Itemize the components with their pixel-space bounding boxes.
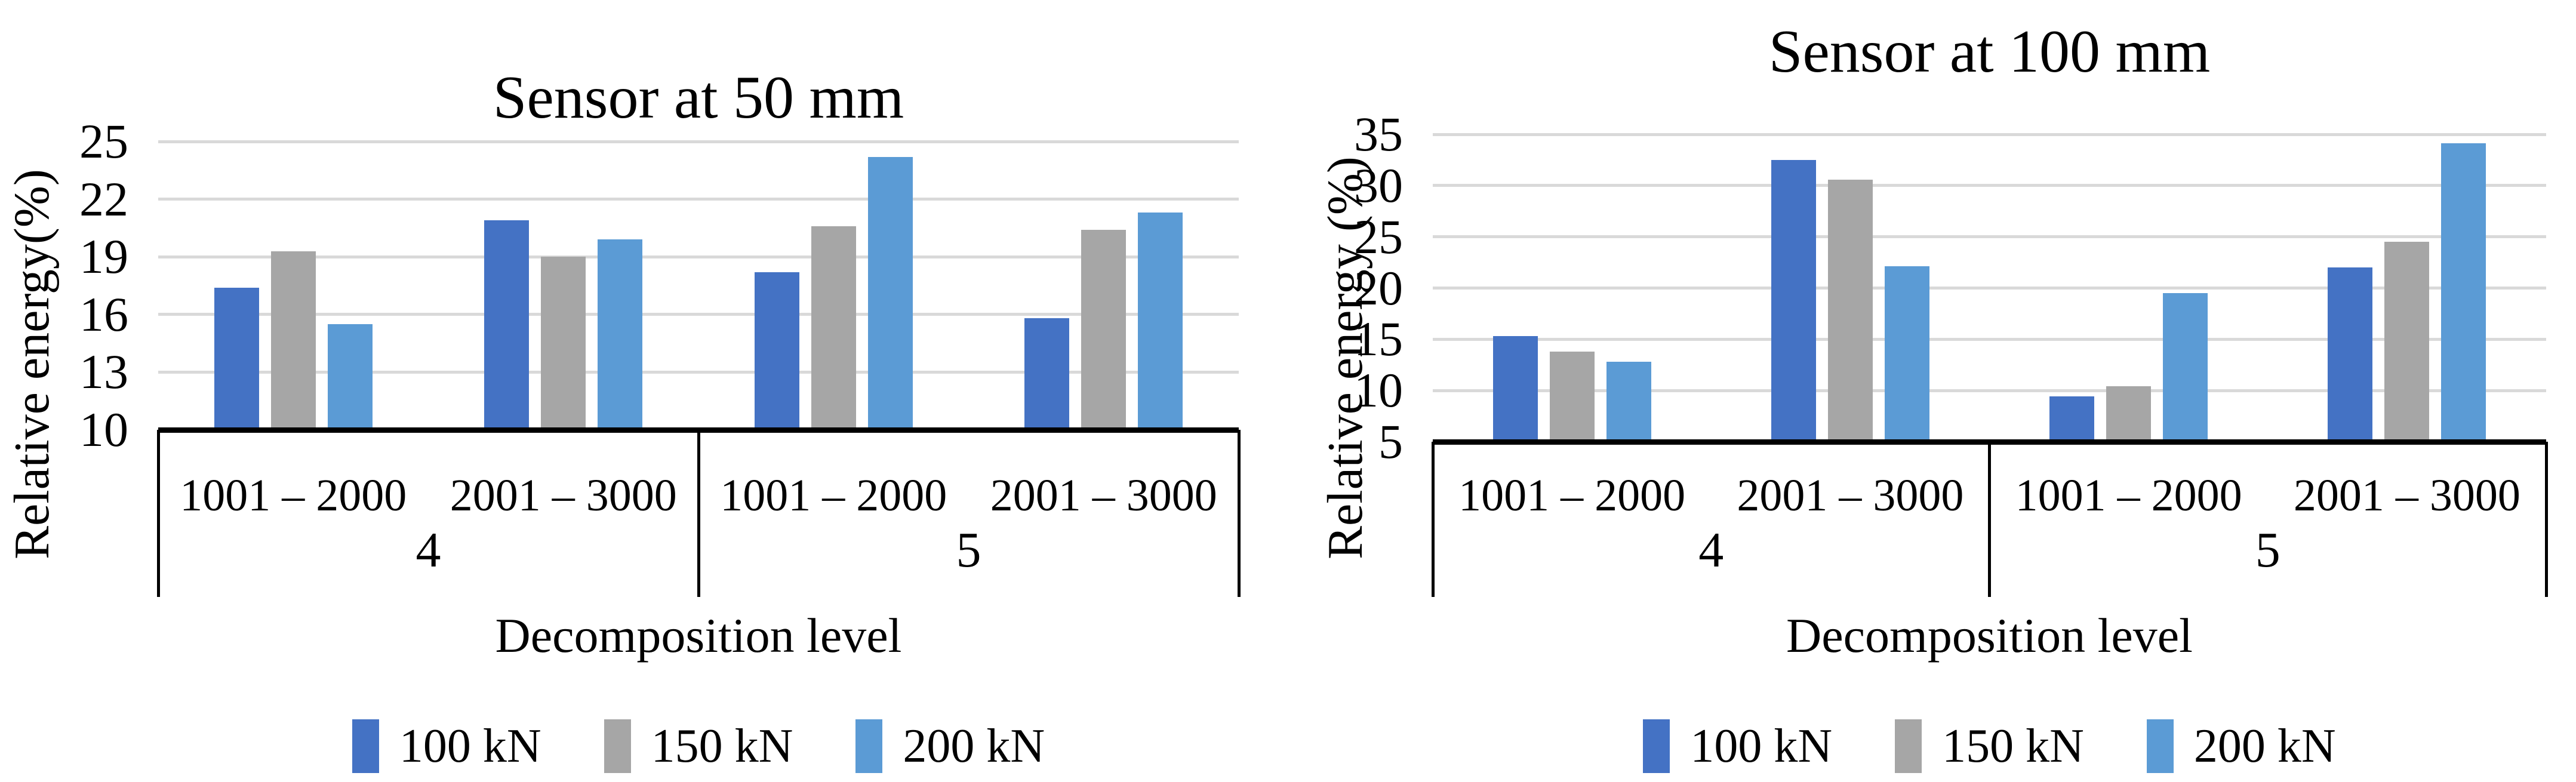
x-group-label: 4 [1698,522,1724,578]
legend-swatch-200kN [2146,719,2174,773]
legend-label: 150 kN [651,719,793,772]
gridline [1433,133,2546,136]
legend-item: 200 kN [2146,719,2336,774]
legend-swatch-200kN [855,719,883,773]
bar-150kN-group2 [541,257,586,430]
legend-swatch-100kN [352,719,379,773]
bar-200kN-group2 [1884,266,1929,442]
bar-100kN-group2 [1771,159,1816,442]
chart-sensor-50mm: Sensor at 50 mm Relative energy(%) Decom… [4,64,1241,782]
y-tick-label: 25 [79,114,128,168]
x-category-label: 2001 – 3000 [2293,470,2520,521]
bar-200kN-group1 [1606,362,1651,442]
bar-100kN-group4 [2328,267,2373,442]
legend-label: 200 kN [903,719,1045,772]
y-tick-label: 5 [1378,414,1403,469]
y-tick-label: 25 [1354,209,1403,264]
legend-swatch-150kN [1895,719,1922,773]
x-category-label: 2001 – 3000 [450,470,677,521]
bar-200kN-group2 [598,239,643,430]
y-tick-label: 15 [1354,312,1403,367]
legend-swatch-100kN [1643,719,1670,773]
bar-100kN-group1 [1492,336,1538,442]
x-group-label: 5 [2255,522,2280,578]
gridline [158,255,1239,258]
bar-150kN-group1 [270,251,316,430]
bar-150kN-group3 [2106,386,2152,442]
x-category-label: 2001 – 3000 [990,470,1217,521]
bar-200kN-group1 [327,324,373,430]
x-category-label: 1001 – 2000 [720,470,947,521]
bar-200kN-group4 [2441,143,2486,442]
x-group-label: 4 [416,522,441,578]
x-category-label: 2001 – 3000 [1737,470,1964,521]
gridline [1433,337,2546,341]
bar-100kN-group3 [2049,396,2095,442]
legend-item: 100 kN [1643,719,1832,774]
bar-100kN-group2 [484,220,530,430]
category-box-line [1431,442,1435,597]
legend-label: 200 kN [2193,719,2336,772]
y-tick-label: 22 [79,171,128,226]
legend-item: 200 kN [855,719,1045,774]
y-tick-label: 30 [1354,158,1403,213]
y-tick-label: 16 [79,287,128,341]
y-tick-label: 35 [1354,107,1403,161]
gridline [1433,235,2546,239]
x-axis-title: Decomposition level [495,608,902,663]
category-box-line [1988,442,1991,597]
legend-item: 100 kN [352,719,541,774]
x-group-label: 5 [956,522,981,578]
x-category-label: 1001 – 2000 [1458,470,1686,521]
bar-150kN-group2 [1827,179,1873,442]
gridline [1433,184,2546,187]
legend-swatch-150kN [604,719,631,773]
bar-200kN-group4 [1138,213,1183,430]
bar-100kN-group4 [1024,318,1070,430]
legend-label: 100 kN [1690,719,1833,772]
category-box-line [697,430,700,597]
legend-label: 100 kN [399,719,541,772]
legend: 100 kN 150 kN 200 kN [158,707,1239,782]
gridline [158,198,1239,201]
x-category-label: 1001 – 2000 [180,470,407,521]
chart-title: Sensor at 100 mm [1768,18,2211,85]
y-tick-label: 19 [79,229,128,284]
bar-150kN-group3 [811,226,856,430]
bar-150kN-group4 [2384,242,2430,442]
bar-100kN-group3 [754,272,799,430]
gridline [158,370,1239,374]
x-category-label: 1001 – 2000 [2015,470,2242,521]
chart-title: Sensor at 50 mm [493,64,904,131]
category-box-line [2544,442,2548,597]
bar-100kN-group1 [214,287,259,430]
bar-150kN-group4 [1081,230,1127,430]
category-box-line [1237,430,1241,597]
bar-200kN-group3 [867,156,913,430]
gridline [1433,287,2546,290]
legend: 100 kN 150 kN 200 kN [1433,707,2546,782]
x-axis-title: Decomposition level [1786,608,2193,663]
legend-label: 150 kN [1942,719,2084,772]
category-box-line [156,430,160,597]
y-tick-label: 13 [79,344,128,399]
legend-item: 150 kN [604,719,793,774]
y-tick-label: 10 [79,402,128,457]
chart-sensor-100mm: Sensor at 100 mm Relative energy (%) Dec… [1288,0,2576,782]
gridline [1433,389,2546,392]
y-tick-label: 10 [1354,363,1403,418]
gridline [158,313,1239,316]
y-tick-label: 20 [1354,260,1403,315]
legend-item: 150 kN [1895,719,2084,774]
bar-150kN-group1 [1549,351,1595,442]
gridline [158,140,1239,143]
bar-200kN-group3 [2163,293,2208,442]
